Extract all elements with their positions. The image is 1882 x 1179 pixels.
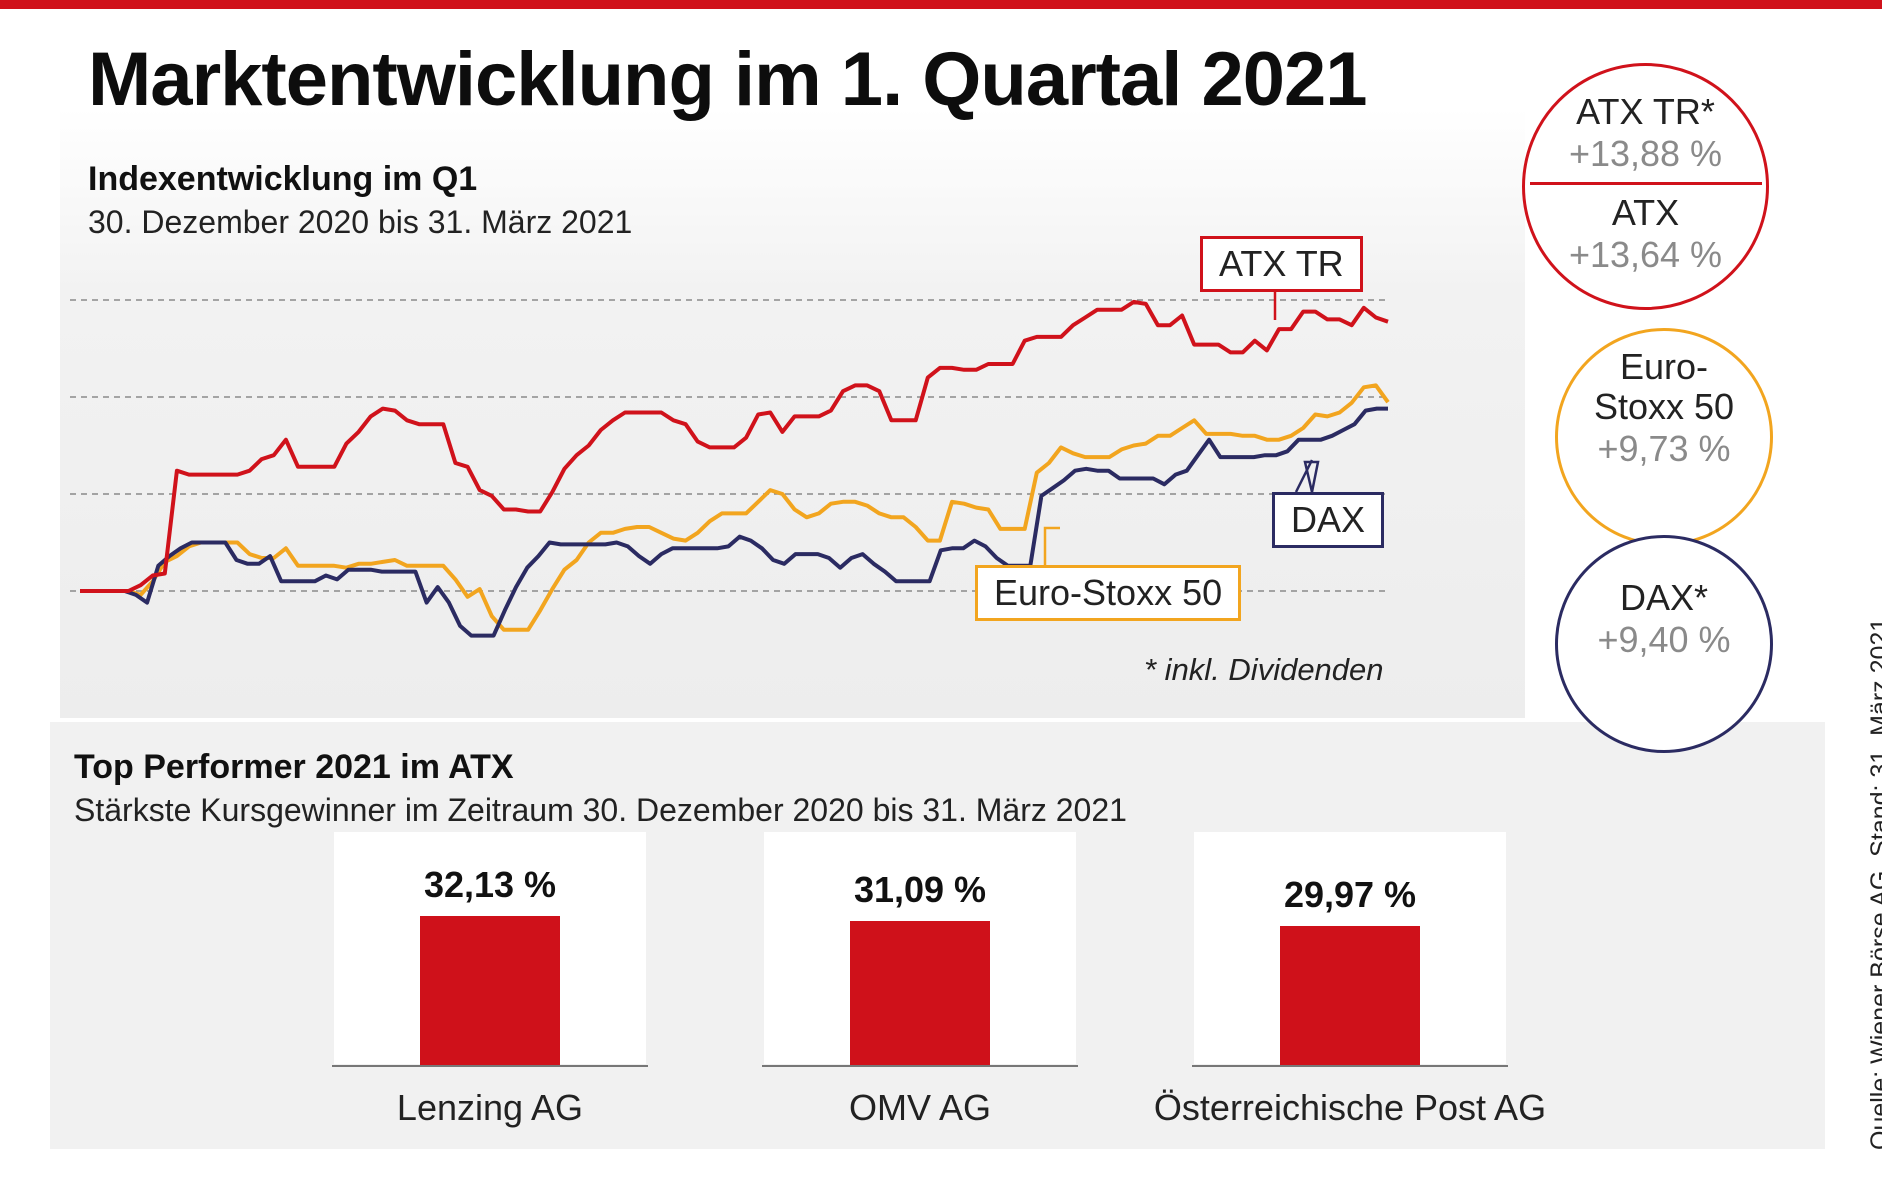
- series-line-dax: [80, 406, 1388, 638]
- bar-value-label-2: 29,97 %: [1283, 874, 1417, 916]
- page-title: Marktentwicklung im 1. Quartal 2021: [88, 37, 1368, 122]
- performer-period: Stärkste Kursgewinner im Zeitraum 30. De…: [74, 792, 1127, 828]
- dax-name: DAX*: [1619, 577, 1709, 618]
- atx-tr-series-label: ATX TR: [1200, 236, 1363, 292]
- bar-category-label-2: Österreichische Post AG: [1153, 1087, 1547, 1128]
- series-line-euro-stoxx-50: [80, 383, 1390, 632]
- top-accent-bar: [0, 0, 1882, 9]
- euro-stoxx-series-label: Euro-Stoxx 50: [975, 565, 1242, 621]
- performer-heading: Top Performer 2021 im ATX: [74, 748, 514, 786]
- bar-value-label-0: 32,13 %: [423, 864, 557, 906]
- index-chart-period: 30. Dezember 2020 bis 31. März 2021: [88, 204, 633, 240]
- label-connectors: [1043, 288, 1320, 565]
- bar-baseline-2: [1192, 1065, 1508, 1067]
- bar-category-label-1: OMV AG: [848, 1087, 992, 1128]
- bar-value-label-1: 31,09 %: [853, 869, 987, 911]
- bar-2: [1280, 926, 1420, 1065]
- chart-series: [80, 299, 1390, 638]
- euro-stoxx-summary-circle: Euro- Stoxx 50 +9,73 %: [1555, 328, 1773, 546]
- index-chart-heading: Indexentwicklung im Q1: [88, 160, 478, 198]
- bar-1: [850, 921, 990, 1065]
- source-note: Quelle: Wiener Börse AG, Stand: 31. März…: [1866, 617, 1882, 1150]
- dividend-footnote: * inkl. Dividenden: [1144, 652, 1384, 687]
- series-line-atx-tr: [80, 299, 1389, 593]
- euro-stoxx-name-line1: Euro-: [1619, 346, 1709, 387]
- dax-value: +9,40 %: [1597, 619, 1731, 660]
- atx-value: +13,64 %: [1568, 234, 1723, 275]
- bar-category-label-0: Lenzing AG: [396, 1087, 584, 1128]
- bar-0: [420, 916, 560, 1065]
- bar-baseline-0: [332, 1065, 648, 1067]
- dax-series-label: DAX: [1272, 492, 1385, 548]
- index-panel-background: [60, 108, 1525, 718]
- dax-summary-circle: DAX* +9,40 %: [1555, 535, 1773, 753]
- atx-summary-circle: ATX TR* +13,88 % ATX +13,64 %: [1522, 63, 1769, 310]
- bar-baseline-1: [762, 1065, 1078, 1067]
- atx-name: ATX: [1611, 192, 1680, 233]
- euro-label-connector: [1043, 526, 1060, 565]
- atx-tr-value: +13,88 %: [1568, 133, 1723, 174]
- atx-tr-name: ATX TR*: [1576, 91, 1715, 132]
- dax-label-connector-tip: [1303, 460, 1320, 493]
- euro-stoxx-name-line2: Stoxx 50: [1593, 386, 1735, 427]
- euro-stoxx-value: +9,73 %: [1597, 428, 1731, 469]
- dax-label-connector: [1294, 459, 1314, 493]
- atx-circle-divider: [1529, 182, 1762, 185]
